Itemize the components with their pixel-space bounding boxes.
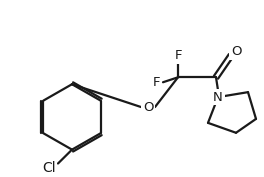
Text: Cl: Cl — [42, 161, 56, 175]
Text: N: N — [213, 91, 223, 104]
Text: F: F — [174, 49, 182, 62]
Text: O: O — [143, 101, 153, 113]
Text: O: O — [231, 45, 241, 58]
Text: N: N — [213, 91, 223, 104]
Text: F: F — [152, 76, 160, 89]
